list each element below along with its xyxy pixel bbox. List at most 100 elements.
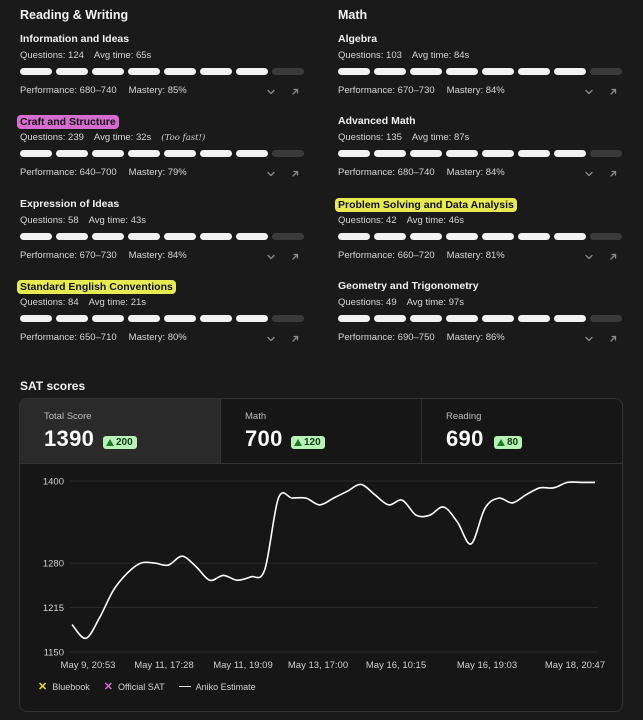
y-tick-label: 1150 [44, 648, 64, 659]
chevron-down-icon[interactable] [584, 166, 594, 177]
external-link-icon[interactable] [290, 84, 300, 95]
questions-count: Questions: 239 [20, 132, 84, 143]
external-link-icon[interactable] [290, 249, 300, 260]
external-link-icon[interactable] [608, 166, 618, 177]
x-tick-label: May 16, 19:03 [457, 660, 517, 671]
progress-segment [410, 150, 442, 157]
progress-segment [272, 150, 304, 157]
progress-segment [20, 150, 52, 157]
legend-label: Aniko Estimate [195, 681, 256, 692]
topic-performance: Performance: 650–710 Mastery: 80% [20, 332, 199, 343]
progress-segment [374, 315, 406, 322]
progress-segment [554, 315, 586, 322]
legend-label: Bluebook [52, 681, 90, 692]
chevron-down-icon[interactable] [266, 166, 276, 177]
external-link-icon[interactable] [290, 331, 300, 342]
progress-segment [554, 233, 586, 240]
progress-segment [56, 150, 88, 157]
chevron-down-icon[interactable] [584, 249, 594, 260]
score-line-chart[interactable]: 1150 1215 1280 1400 May 9, 20:53 May 11, 17:2… [20, 464, 622, 678]
x-mark-icon: ✕ [103, 681, 113, 693]
x-tick-label: May 16, 10:15 [366, 660, 426, 671]
chevron-down-icon[interactable] [584, 331, 594, 342]
topic-performance: Performance: 660–720 Mastery: 81% [338, 250, 517, 261]
progress-segment [164, 150, 196, 157]
progress-segment [338, 315, 370, 322]
topic-name: Advanced Math [338, 115, 416, 127]
progress-segment [200, 68, 232, 75]
progress-segment [272, 233, 304, 240]
progress-segment [128, 150, 160, 157]
topic-card-problem-solving-and-data-analysis: Problem Solving and Data Analysis Questio… [335, 198, 628, 274]
chevron-down-icon[interactable] [266, 249, 276, 260]
external-link-icon[interactable] [608, 249, 618, 260]
progress-segment [164, 68, 196, 75]
mastery-percent: Mastery: 84% [446, 167, 505, 178]
avg-time: Avg time: 97s [406, 297, 465, 308]
external-link-icon[interactable] [608, 331, 618, 342]
score-delta-badge: 200 [103, 436, 137, 449]
mastery-percent: Mastery: 85% [128, 85, 187, 96]
mastery-progress-bar [20, 68, 304, 75]
topic-name: Geometry and Trigonometry [338, 280, 479, 292]
legend-item: ✕ Bluebook [38, 680, 90, 693]
series-line-aniko-estimate [71, 481, 595, 640]
progress-segment [518, 68, 550, 75]
performance-range: Performance: 650–710 [20, 332, 117, 343]
progress-segment [92, 233, 124, 240]
score-tabs: Total Score 1390 200 Math 700 120 Reading 690 80 [20, 399, 622, 464]
chevron-down-icon[interactable] [266, 84, 276, 95]
questions-count: Questions: 42 [338, 215, 397, 226]
mastery-percent: Mastery: 79% [128, 167, 187, 178]
score-label: Total Score [44, 411, 92, 422]
mastery-progress-bar [338, 233, 622, 240]
sat-scores-heading: SAT scores [20, 379, 86, 393]
mastery-progress-bar [338, 315, 622, 322]
topic-name: Information and Ideas [20, 33, 130, 45]
questions-count: Questions: 135 [338, 132, 402, 143]
progress-segment [482, 233, 514, 240]
questions-count: Questions: 124 [20, 50, 84, 61]
topic-card-advanced-math: Advanced Math Questions: 135 Avg time: 87s… [338, 115, 628, 191]
score-value: 1390 [44, 426, 95, 451]
progress-segment [20, 68, 52, 75]
mastery-progress-bar [338, 150, 622, 157]
progress-segment [374, 68, 406, 75]
avg-time: Avg time: 46s [406, 215, 465, 226]
avg-time: Avg time: 87s [411, 132, 470, 143]
performance-range: Performance: 690–750 [338, 332, 435, 343]
performance-range: Performance: 680–740 [20, 85, 117, 96]
progress-segment [272, 68, 304, 75]
legend-item: ✕ Official SAT [104, 680, 165, 693]
progress-segment [164, 233, 196, 240]
progress-segment [482, 315, 514, 322]
line-icon [178, 685, 191, 688]
progress-segment [92, 150, 124, 157]
performance-range: Performance: 640–700 [20, 167, 117, 178]
progress-segment [410, 68, 442, 75]
progress-segment [236, 233, 268, 240]
triangle-up-icon [294, 439, 302, 446]
progress-segment [446, 315, 478, 322]
score-tab-total-score[interactable]: Total Score 1390 200 [20, 399, 221, 463]
progress-segment [338, 150, 370, 157]
score-delta-badge: 80 [494, 436, 523, 449]
triangle-up-icon [497, 439, 505, 446]
topic-card-geometry-and-trigonometry: Geometry and Trigonometry Questions: 49 Av… [338, 280, 628, 356]
chevron-down-icon[interactable] [266, 331, 276, 342]
score-tab-reading[interactable]: Reading 690 80 [422, 399, 622, 463]
y-tick-label: 1400 [43, 477, 64, 488]
x-mark-icon: ✕ [38, 681, 48, 693]
external-link-icon[interactable] [608, 84, 618, 95]
topic-stats: Questions: 135 Avg time: 87s [338, 132, 479, 143]
progress-segment [20, 315, 52, 322]
chevron-down-icon[interactable] [584, 84, 594, 95]
mastery-percent: Mastery: 81% [446, 250, 505, 261]
score-label: Reading [446, 411, 482, 422]
progress-segment [374, 150, 406, 157]
external-link-icon[interactable] [290, 166, 300, 177]
progress-segment [590, 150, 622, 157]
score-tab-math[interactable]: Math 700 120 [221, 399, 422, 463]
performance-range: Performance: 660–720 [338, 250, 435, 261]
score-delta: 80 [507, 437, 519, 448]
